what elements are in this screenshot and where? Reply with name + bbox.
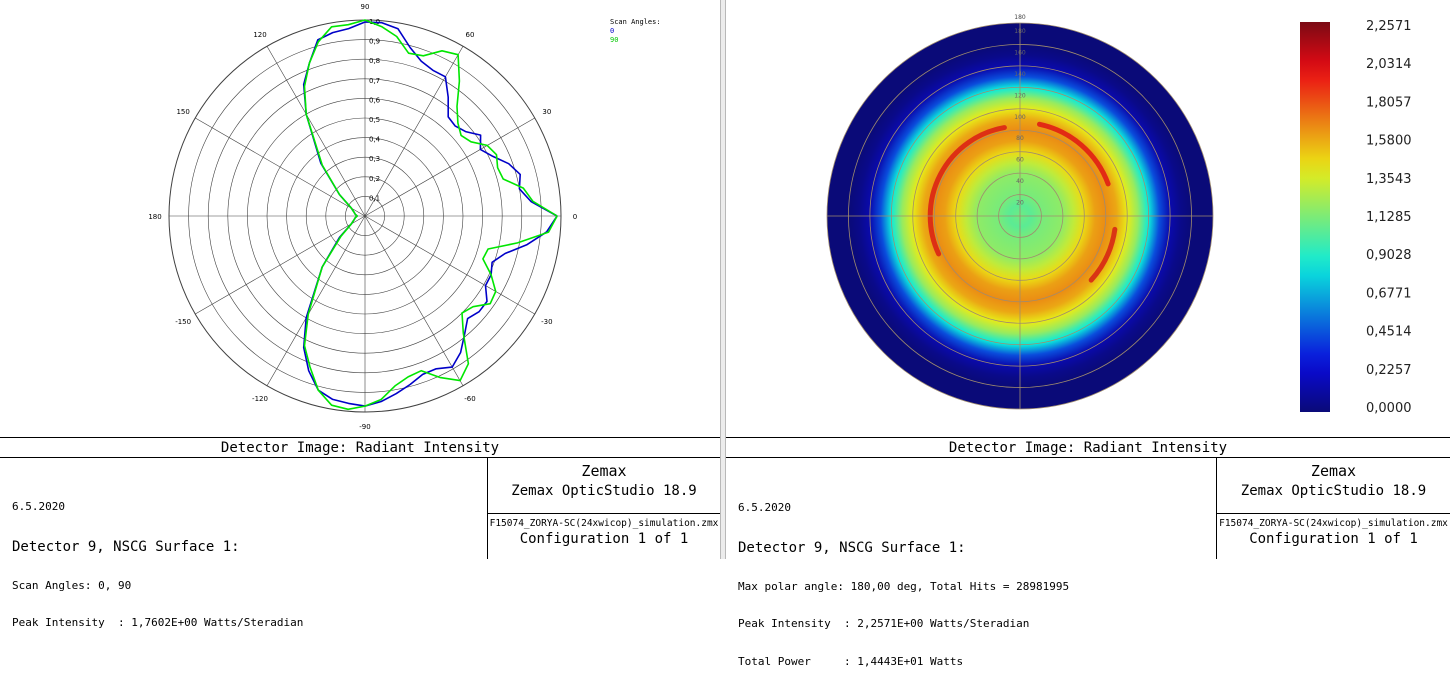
left-file-box: F15074_ZORYA-SC(24xwicop)_simulation.zmx… [488,514,720,559]
angle-tick-label: -120 [252,395,268,403]
right-brand: Zemax [1310,462,1357,480]
radial-tick-label: 0,4 [369,136,381,144]
hot-arc-upper-right [1036,121,1111,187]
right-filename: F15074_ZORYA-SC(24xwicop)_simulation.zmx [1219,518,1448,529]
angle-tick-label: 30 [542,108,551,116]
right-product: Zemax OpticStudio 18.9 [1240,483,1427,499]
angle-tick-label: 60 [466,31,475,39]
polar-chart: 90 60 30 0 -30 -60 -90 -120 -150 180 150 120 0,1 0,2 0… [148,3,577,431]
right-info-panel: Detector Image: Radiant Intensity 6.5.20… [726,437,1450,667]
polar-spoke [364,117,535,217]
left-info-panel: Detector Image: Radiant Intensity 6.5.20… [0,437,720,629]
legend-entry-0: 0 [610,27,615,35]
left-date: 6.5.2020 [12,500,65,513]
right-peak-intensity: Peak Intensity : 2,2571E+00 Watts/Sterad… [738,617,1030,630]
polar-spoke [266,46,366,217]
colorbar-tick-label: 0,0000 [1366,401,1412,416]
polar-spoke [364,215,464,386]
right-configuration: Configuration 1 of 1 [1249,531,1418,547]
polar-plot-area: 90 60 30 0 -30 -60 -90 -120 -150 180 150 120 0,1 0,2 0… [0,0,720,437]
colorbar-tick-label: 2,2571 [1366,19,1412,34]
angle-tick-label: 90 [361,3,370,11]
radial-tick-label: 0,8 [369,57,380,65]
radial-tick-label: 0,7 [369,77,380,85]
right-details: 6.5.2020 Detector 9, NSCG Surface 1: Max… [738,477,1069,693]
polar-spoke [364,215,535,315]
left-filename: F15074_ZORYA-SC(24xwicop)_simulation.zmx [489,518,719,529]
polar-spoke [195,117,366,217]
scan-angles-legend: Scan Angles: 0 90 [610,18,661,45]
right-max-polar: Max polar angle: 180,00 deg, Total Hits … [738,579,1070,593]
right-date: 6.5.2020 [738,501,791,514]
colorbar [1300,22,1330,412]
left-details: 6.5.2020 Detector 9, NSCG Surface 1: Sca… [12,476,303,655]
colorbar-tick-label: 1,3543 [1366,172,1412,187]
radial-tick-label: 0,5 [369,116,380,124]
left-brand: Zemax [581,462,627,480]
polar-spoke [195,215,366,315]
angle-tick-label: -30 [541,318,552,326]
angle-tick-label: -90 [359,423,370,431]
angle-tick-label: 150 [176,108,189,116]
radial-tick-label: 0,2 [369,175,380,183]
left-product: Zemax OpticStudio 18.9 [511,483,697,499]
angle-tick-label: 180 [148,213,161,221]
colorbar-tick-label: 0,4514 [1366,325,1412,340]
right-total-power: Total Power : 1,4443E+01 Watts [738,654,964,668]
heatmap-pane: 20 40 60 80 100 120 140 160 180 180 2,2571 2,0314 1,… [726,0,1450,667]
left-plot-title: Detector Image: Radiant Intensity [0,438,720,458]
legend-title: Scan Angles: [610,18,661,26]
angle-tick-label: -150 [175,318,191,326]
left-detector-label: Detector 9, NSCG Surface 1: [12,538,240,555]
right-plot-title: Detector Image: Radiant Intensity [726,438,1450,458]
left-configuration: Configuration 1 of 1 [519,531,689,547]
radial-tick-label: 0,9 [369,38,380,46]
angle-tick-label: 120 [253,31,266,39]
right-detector-label: Detector 9, NSCG Surface 1: [738,539,966,556]
radial-tick-label: 0,3 [369,155,380,163]
right-file-box: F15074_ZORYA-SC(24xwicop)_simulation.zmx… [1217,514,1450,559]
polar-heatmap: 204060801001201401601801802,25712,03141,… [826,14,1412,416]
hot-arc-left [927,125,1007,257]
left-branding-block: Zemax Zemax OpticStudio 18.9 F15074_ZORY… [487,458,720,559]
colorbar-tick-label: 0,9028 [1366,248,1412,263]
polar-spoke [364,46,464,217]
series-line-90 [303,19,558,411]
heatmap-plot-area: 20 40 60 80 100 120 140 160 180 180 2,2571 2,0314 1,… [726,0,1450,437]
right-branding-block: Zemax Zemax OpticStudio 18.9 F15074_ZORY… [1216,458,1450,559]
radial-tick-label: 0,6 [369,96,381,104]
colorbar-tick-label: 1,5800 [1366,134,1412,149]
radial-tick-label: 0,1 [369,194,380,202]
heatmap-top-label: 180 [1014,14,1026,21]
legend-entry-90: 90 [610,36,619,44]
angle-tick-label: -60 [464,395,475,403]
polar-plot-pane: 90 60 30 0 -30 -60 -90 -120 -150 180 150 120 0,1 0,2 0… [0,0,720,629]
colorbar-tick-label: 2,0314 [1366,57,1412,72]
hot-arc-lower-right [1088,226,1118,283]
left-scan-angles: Scan Angles: 0, 90 [12,578,132,592]
right-brand-box: Zemax Zemax OpticStudio 18.9 [1217,458,1450,514]
pane-splitter[interactable] [720,0,726,559]
colorbar-tick-label: 1,1285 [1366,210,1412,225]
left-brand-box: Zemax Zemax OpticStudio 18.9 [488,458,720,514]
colorbar-tick-label: 0,2257 [1366,363,1412,378]
angle-tick-label: 0 [573,213,577,221]
series-line-0 [302,21,558,407]
left-peak-intensity: Peak Intensity : 1,7602E+00 Watts/Sterad… [12,616,304,629]
polar-spoke [266,215,366,386]
colorbar-tick-label: 1,8057 [1366,95,1412,110]
colorbar-tick-label: 0,6771 [1366,286,1412,301]
